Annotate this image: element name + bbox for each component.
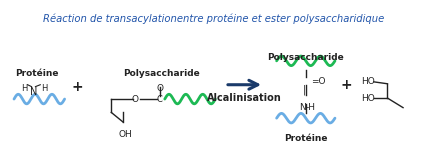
Text: Réaction de transacylationentre protéine et ester polysaccharidique: Réaction de transacylationentre protéine… (43, 13, 383, 24)
Text: Alcalinisation: Alcalinisation (207, 93, 281, 103)
Text: +: + (340, 78, 351, 92)
Text: Protéine: Protéine (283, 134, 327, 143)
Text: Polysaccharide: Polysaccharide (123, 69, 200, 78)
Text: OH: OH (118, 130, 132, 139)
Text: HO: HO (360, 77, 374, 86)
Text: -H: -H (305, 103, 315, 112)
Text: H: H (21, 84, 28, 93)
Text: N: N (298, 103, 305, 112)
Text: H: H (41, 84, 48, 93)
Text: Polysaccharide: Polysaccharide (267, 53, 343, 62)
Text: =O: =O (310, 77, 324, 86)
Text: |: | (302, 85, 306, 95)
Text: C: C (157, 95, 162, 104)
Text: HO: HO (360, 94, 374, 103)
Text: O: O (156, 84, 163, 93)
Text: O: O (131, 95, 138, 104)
Text: Protéine: Protéine (16, 69, 59, 78)
Text: N: N (30, 87, 37, 97)
Text: +: + (71, 80, 83, 94)
